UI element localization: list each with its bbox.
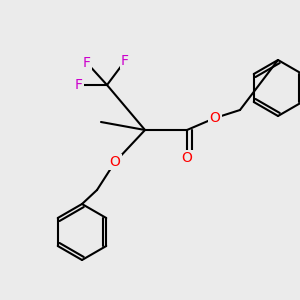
Text: O: O (182, 151, 192, 165)
Text: F: F (75, 78, 83, 92)
Text: F: F (121, 54, 129, 68)
Text: O: O (110, 155, 120, 169)
Text: O: O (210, 111, 220, 125)
Text: F: F (83, 56, 91, 70)
